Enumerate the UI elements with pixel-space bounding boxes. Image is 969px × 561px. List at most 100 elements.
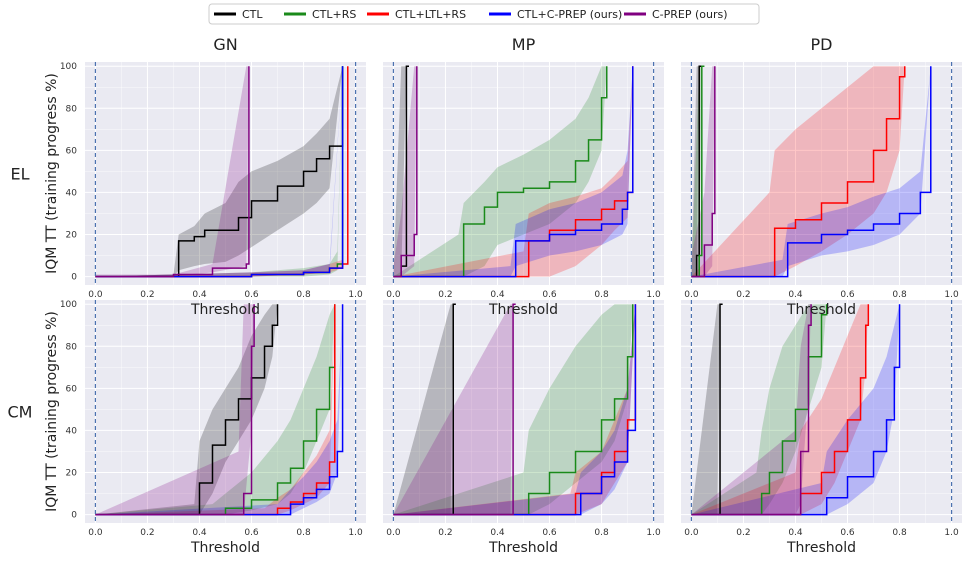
y-tick-label: 60 bbox=[66, 384, 78, 394]
x-tick-label: 0.6 bbox=[840, 528, 855, 538]
x-tick-label: 0.2 bbox=[438, 528, 452, 538]
x-tick-label: 0.6 bbox=[244, 290, 259, 300]
series-line-c-prep-ours bbox=[691, 66, 716, 278]
x-tick-label: 0.8 bbox=[296, 290, 311, 300]
band-ctl-rs bbox=[95, 304, 335, 515]
x-tick-label: 0.0 bbox=[88, 528, 103, 538]
x-tick-label: 0.4 bbox=[788, 528, 803, 538]
x-axis-label: Threshold bbox=[190, 540, 260, 556]
band-ctl-rs bbox=[393, 66, 607, 277]
y-tick-label: 0 bbox=[71, 273, 77, 283]
x-tick-label: 0.2 bbox=[438, 290, 452, 300]
x-tick-label: 0.8 bbox=[594, 528, 609, 538]
x-tick-label: 0.6 bbox=[244, 528, 259, 538]
x-axis-label: Threshold bbox=[786, 540, 856, 556]
x-tick-label: 0.8 bbox=[892, 290, 907, 300]
x-tick-label: 0.8 bbox=[892, 528, 907, 538]
series-line-ctl-c-prep-ours bbox=[95, 66, 344, 278]
band-ctl-rs bbox=[691, 304, 827, 515]
y-axis-label: IQM TT (training progress %) bbox=[44, 311, 60, 512]
series-line-ctl bbox=[95, 304, 279, 516]
series-line-ctl-ltl-rs bbox=[691, 66, 906, 278]
y-tick-label: 40 bbox=[66, 426, 78, 436]
legend-label-ctl: CTL bbox=[242, 8, 263, 21]
y-tick-label: 80 bbox=[66, 104, 78, 114]
legend-label-ctl-c-prep-ours: CTL+C-PREP (ours) bbox=[517, 8, 622, 21]
y-tick-label: 60 bbox=[66, 146, 78, 156]
band-c-prep-ours bbox=[691, 66, 715, 277]
x-tick-label: 0.2 bbox=[736, 528, 750, 538]
column-title-mp: MP bbox=[512, 35, 536, 54]
band-ctl bbox=[691, 304, 723, 515]
x-tick-label: 0.6 bbox=[840, 290, 855, 300]
band-ctl bbox=[691, 66, 702, 277]
x-tick-label: 0.8 bbox=[296, 528, 311, 538]
legend-label-ctl-rs: CTL+RS bbox=[312, 8, 356, 21]
series-line-c-prep-ours bbox=[393, 66, 418, 278]
x-tick-label: 0.2 bbox=[140, 290, 154, 300]
x-axis-label: Threshold bbox=[786, 302, 856, 318]
x-tick-label: 0.0 bbox=[386, 528, 401, 538]
band-c-prep-ours bbox=[393, 304, 516, 515]
band-ctl bbox=[393, 304, 456, 515]
panel-el-gn: 0.0 0.2 0.4 0.6 0.8 1.0 0 20 40 60 80 100 bbox=[60, 62, 366, 300]
x-axis-label: Threshold bbox=[190, 302, 260, 318]
x-axis-label: Threshold bbox=[488, 302, 558, 318]
series-line-c-prep-ours bbox=[393, 303, 516, 516]
panel-el-pd: 0.0 0.2 0.4 0.6 0.8 1.0 bbox=[681, 62, 962, 300]
series-line-ctl bbox=[95, 66, 344, 278]
band-c-prep-ours bbox=[691, 304, 812, 515]
legend-label-ctl-ltl-rs: CTL+LTL+RS bbox=[395, 8, 466, 21]
x-tick-label: 0.6 bbox=[542, 528, 557, 538]
x-tick-label: 0.4 bbox=[192, 528, 207, 538]
band-ctl-c-prep-ours bbox=[95, 304, 343, 515]
y-axis-label: IQM TT (training progress %) bbox=[44, 73, 60, 274]
series-line-ctl-rs bbox=[393, 66, 608, 278]
legend-box bbox=[208, 3, 760, 25]
band-ctl-ltl-rs bbox=[691, 66, 905, 277]
band-c-prep-ours bbox=[95, 66, 249, 277]
x-tick-label: 0.0 bbox=[684, 528, 699, 538]
band-ctl-c-prep-ours bbox=[691, 304, 900, 515]
panel-cm-gn: 0.0 0.2 0.4 0.6 0.8 1.0 0 20 40 60 80 100 bbox=[60, 300, 366, 538]
x-tick-label: 1.0 bbox=[944, 528, 959, 538]
series-line-ctl-c-prep-ours bbox=[393, 66, 634, 278]
band-ctl-c-prep-ours bbox=[691, 66, 931, 277]
x-tick-label: 0.6 bbox=[542, 290, 557, 300]
figure-labels: GN MP PD EL CM IQM TT (training progress %) IQ… bbox=[8, 35, 856, 556]
band-ctl-c-prep-ours bbox=[393, 66, 633, 277]
band-ctl-ltl-rs bbox=[393, 66, 633, 277]
row-label-cm: CM bbox=[8, 403, 33, 422]
series-line-ctl-c-prep-ours bbox=[691, 66, 932, 278]
series-line-ctl-c-prep-ours bbox=[95, 304, 344, 516]
band-ctl bbox=[393, 66, 410, 277]
x-tick-label: 1.0 bbox=[646, 528, 661, 538]
panel-el-mp: 0.0 0.2 0.4 0.6 0.8 1.0 bbox=[383, 62, 664, 300]
y-tick-label: 20 bbox=[66, 469, 78, 479]
x-tick-label: 0.2 bbox=[736, 290, 750, 300]
series-line-c-prep-ours bbox=[95, 304, 255, 516]
series-line-c-prep-ours bbox=[691, 304, 812, 516]
x-tick-label: 0.4 bbox=[490, 528, 505, 538]
x-tick-label: 0.4 bbox=[788, 290, 803, 300]
x-tick-label: 0.2 bbox=[140, 528, 154, 538]
x-axis-label: Threshold bbox=[488, 540, 558, 556]
band-ctl-rs bbox=[393, 304, 633, 515]
column-title-pd: PD bbox=[811, 35, 833, 54]
legend-label-c-prep-ours: C-PREP (ours) bbox=[652, 8, 728, 21]
x-tick-label: 0.0 bbox=[88, 290, 103, 300]
x-tick-label: 1.0 bbox=[348, 290, 363, 300]
legend: CTL CTL+RS CTL+LTL+RS CTL+C-PREP (ours) C-PR… bbox=[208, 3, 760, 25]
y-tick-label: 0 bbox=[71, 511, 77, 521]
panel-cm-mp: 0.0 0.2 0.4 0.6 0.8 1.0 bbox=[383, 300, 664, 538]
band-ctl-rs bbox=[691, 66, 705, 277]
x-tick-label: 0.0 bbox=[386, 290, 401, 300]
row-label-el: EL bbox=[10, 165, 29, 184]
y-tick-label: 100 bbox=[60, 300, 77, 310]
series-line-ctl-rs bbox=[393, 304, 634, 516]
y-tick-label: 40 bbox=[66, 188, 78, 198]
band-ctl bbox=[95, 66, 343, 277]
y-tick-label: 20 bbox=[66, 231, 78, 241]
